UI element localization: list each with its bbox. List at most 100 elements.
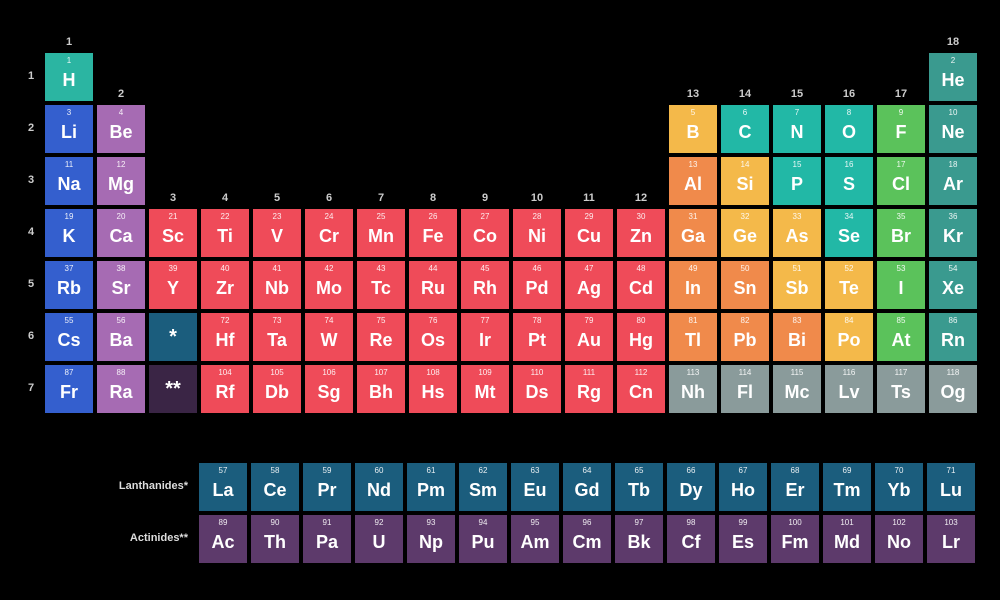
element-Ne[interactable]: 10Ne [928, 104, 978, 154]
element-He[interactable]: 2He [928, 52, 978, 102]
element-Np[interactable]: 93Np [406, 514, 456, 564]
element-Sr[interactable]: 38Sr [96, 260, 146, 310]
element-Yb[interactable]: 70Yb [874, 462, 924, 512]
element-Po[interactable]: 84Po [824, 312, 874, 362]
element-Rn[interactable]: 86Rn [928, 312, 978, 362]
element-B[interactable]: 5B [668, 104, 718, 154]
element-Nb[interactable]: 41Nb [252, 260, 302, 310]
element-Lv[interactable]: 116Lv [824, 364, 874, 414]
element-Ta[interactable]: 73Ta [252, 312, 302, 362]
element-Sm[interactable]: 62Sm [458, 462, 508, 512]
element-Fm[interactable]: 100Fm [770, 514, 820, 564]
element-Ra[interactable]: 88Ra [96, 364, 146, 414]
element-Cn[interactable]: 112Cn [616, 364, 666, 414]
element-Mo[interactable]: 42Mo [304, 260, 354, 310]
element-Rf[interactable]: 104Rf [200, 364, 250, 414]
element-Be[interactable]: 4Be [96, 104, 146, 154]
element-Ru[interactable]: 44Ru [408, 260, 458, 310]
element-Am[interactable]: 95Am [510, 514, 560, 564]
element-Dy[interactable]: 66Dy [666, 462, 716, 512]
element-No[interactable]: 102No [874, 514, 924, 564]
element-Ag[interactable]: 47Ag [564, 260, 614, 310]
element-Al[interactable]: 13Al [668, 156, 718, 206]
element-Kr[interactable]: 36Kr [928, 208, 978, 258]
element-Mt[interactable]: 109Mt [460, 364, 510, 414]
element-H[interactable]: 1H [44, 52, 94, 102]
element-Es[interactable]: 99Es [718, 514, 768, 564]
element-Db[interactable]: 105Db [252, 364, 302, 414]
element-Te[interactable]: 52Te [824, 260, 874, 310]
element-Tm[interactable]: 69Tm [822, 462, 872, 512]
element-Ga[interactable]: 31Ga [668, 208, 718, 258]
element-K[interactable]: 19K [44, 208, 94, 258]
element-Fe[interactable]: 26Fe [408, 208, 458, 258]
element-W[interactable]: 74W [304, 312, 354, 362]
element-Nh[interactable]: 113Nh [668, 364, 718, 414]
element-Sb[interactable]: 51Sb [772, 260, 822, 310]
element-Ts[interactable]: 117Ts [876, 364, 926, 414]
element-Sg[interactable]: 106Sg [304, 364, 354, 414]
element-Co[interactable]: 27Co [460, 208, 510, 258]
element-Hg[interactable]: 80Hg [616, 312, 666, 362]
element-Pm[interactable]: 61Pm [406, 462, 456, 512]
placeholder-cell[interactable]: * [148, 312, 198, 362]
element-Ho[interactable]: 67Ho [718, 462, 768, 512]
element-Mg[interactable]: 12Mg [96, 156, 146, 206]
element-Xe[interactable]: 54Xe [928, 260, 978, 310]
element-Zr[interactable]: 40Zr [200, 260, 250, 310]
element-Ir[interactable]: 77Ir [460, 312, 510, 362]
element-Er[interactable]: 68Er [770, 462, 820, 512]
element-Tb[interactable]: 65Tb [614, 462, 664, 512]
element-V[interactable]: 23V [252, 208, 302, 258]
element-Eu[interactable]: 63Eu [510, 462, 560, 512]
element-Cm[interactable]: 96Cm [562, 514, 612, 564]
element-Hf[interactable]: 72Hf [200, 312, 250, 362]
element-Rb[interactable]: 37Rb [44, 260, 94, 310]
element-F[interactable]: 9F [876, 104, 926, 154]
element-Pt[interactable]: 78Pt [512, 312, 562, 362]
element-At[interactable]: 85At [876, 312, 926, 362]
element-Hs[interactable]: 108Hs [408, 364, 458, 414]
element-Ti[interactable]: 22Ti [200, 208, 250, 258]
element-Zn[interactable]: 30Zn [616, 208, 666, 258]
element-Bk[interactable]: 97Bk [614, 514, 664, 564]
element-Os[interactable]: 76Os [408, 312, 458, 362]
element-Cd[interactable]: 48Cd [616, 260, 666, 310]
element-Ge[interactable]: 32Ge [720, 208, 770, 258]
element-Fr[interactable]: 87Fr [44, 364, 94, 414]
element-Ce[interactable]: 58Ce [250, 462, 300, 512]
element-Rh[interactable]: 45Rh [460, 260, 510, 310]
element-Gd[interactable]: 64Gd [562, 462, 612, 512]
element-Ba[interactable]: 56Ba [96, 312, 146, 362]
element-Cr[interactable]: 24Cr [304, 208, 354, 258]
element-O[interactable]: 8O [824, 104, 874, 154]
element-Mc[interactable]: 115Mc [772, 364, 822, 414]
element-Cs[interactable]: 55Cs [44, 312, 94, 362]
element-Se[interactable]: 34Se [824, 208, 874, 258]
element-As[interactable]: 33As [772, 208, 822, 258]
element-Sn[interactable]: 50Sn [720, 260, 770, 310]
element-Md[interactable]: 101Md [822, 514, 872, 564]
element-Ca[interactable]: 20Ca [96, 208, 146, 258]
element-Th[interactable]: 90Th [250, 514, 300, 564]
element-S[interactable]: 16S [824, 156, 874, 206]
element-N[interactable]: 7N [772, 104, 822, 154]
element-Bh[interactable]: 107Bh [356, 364, 406, 414]
element-In[interactable]: 49In [668, 260, 718, 310]
element-Pa[interactable]: 91Pa [302, 514, 352, 564]
element-Si[interactable]: 14Si [720, 156, 770, 206]
element-Lr[interactable]: 103Lr [926, 514, 976, 564]
element-Na[interactable]: 11Na [44, 156, 94, 206]
element-Tc[interactable]: 43Tc [356, 260, 406, 310]
element-Sc[interactable]: 21Sc [148, 208, 198, 258]
element-Og[interactable]: 118Og [928, 364, 978, 414]
element-Cu[interactable]: 29Cu [564, 208, 614, 258]
element-Re[interactable]: 75Re [356, 312, 406, 362]
element-Fl[interactable]: 114Fl [720, 364, 770, 414]
element-Cl[interactable]: 17Cl [876, 156, 926, 206]
element-Tl[interactable]: 81Tl [668, 312, 718, 362]
element-Nd[interactable]: 60Nd [354, 462, 404, 512]
element-Pr[interactable]: 59Pr [302, 462, 352, 512]
element-Ac[interactable]: 89Ac [198, 514, 248, 564]
element-C[interactable]: 6C [720, 104, 770, 154]
